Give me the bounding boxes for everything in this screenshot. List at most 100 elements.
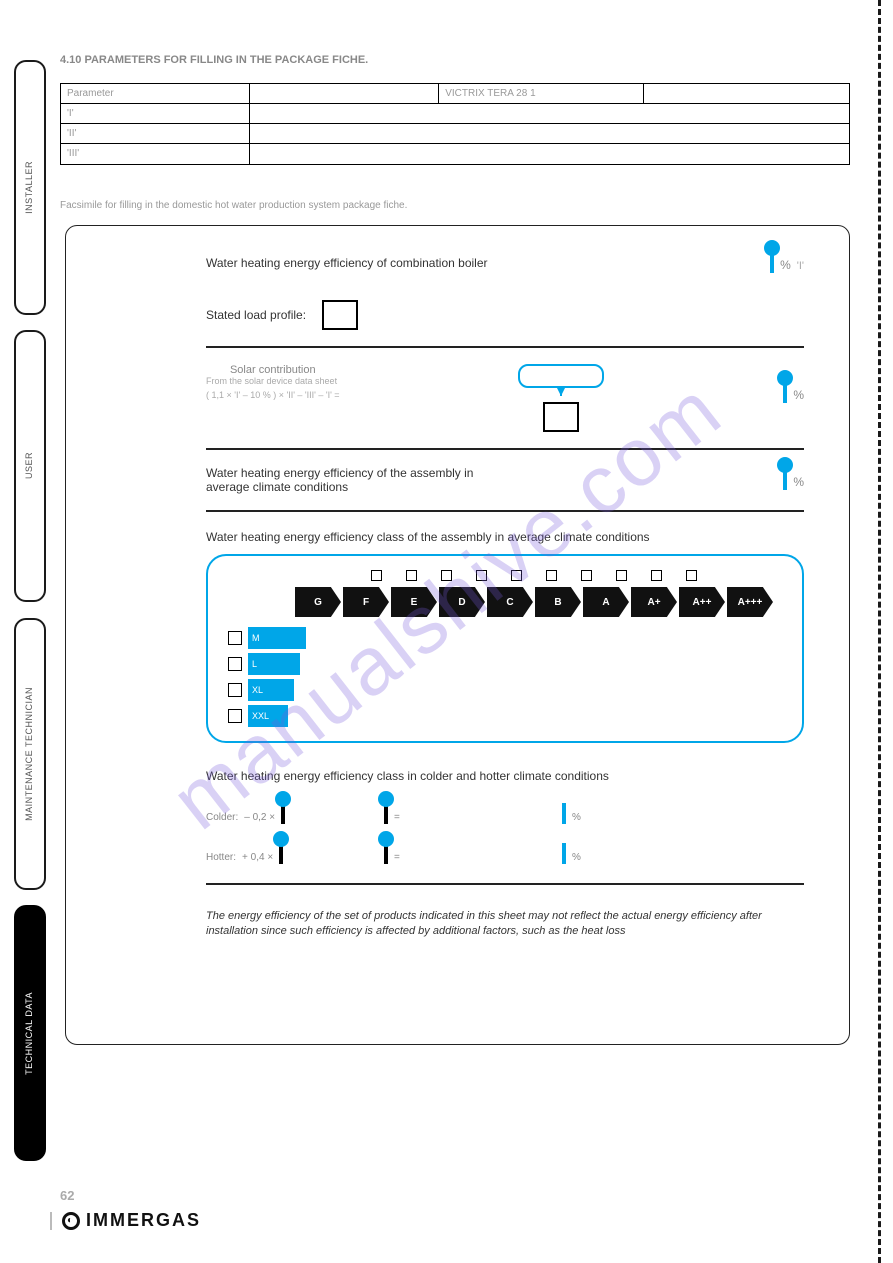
category-bar: XL [248, 679, 294, 701]
category-row: L [228, 653, 782, 675]
class-arrow: B [535, 587, 581, 617]
checkbox[interactable] [228, 631, 242, 645]
unit-label: % [793, 388, 804, 402]
side-tab-technical-data: TECHNICAL DATA [14, 905, 46, 1161]
tap-icon [770, 254, 774, 272]
class-arrow: F [343, 587, 389, 617]
class-checkbox-row [228, 570, 782, 581]
checkbox[interactable] [441, 570, 452, 581]
category-row: M [228, 627, 782, 649]
class-arrow: A+ [631, 587, 677, 617]
class-arrow: A++ [679, 587, 725, 617]
checkbox[interactable] [228, 709, 242, 723]
checkbox[interactable] [511, 570, 522, 581]
class-arrow-row: G F E D C B A A+ A++ A+++ [228, 587, 782, 617]
disclaimer: The energy efficiency of the set of prod… [206, 909, 804, 940]
category-rows: M L XL XXL [228, 627, 782, 727]
efficiency-class-box: G F E D C B A A+ A++ A+++ M L XL XXL [206, 554, 804, 743]
climate-cell-colder-result: % [562, 805, 642, 823]
side-tab-label: USER [24, 452, 36, 479]
class-arrow: A+++ [727, 587, 773, 617]
divider [206, 883, 804, 885]
divider [206, 346, 804, 348]
solar-value-box[interactable] [543, 402, 579, 432]
category-row: XXL [228, 705, 782, 727]
table-row: 'III' [61, 144, 849, 164]
section-heading: 4.10 PARAMETERS FOR FILLING IN THE PACKA… [60, 54, 850, 66]
table-cell [644, 84, 849, 103]
logo-icon: ◐ [62, 1212, 80, 1230]
unit-label: % [572, 812, 581, 823]
table-cell: 'III' [61, 144, 250, 164]
efficiency-label: Water heating energy efficiency of combi… [206, 256, 488, 270]
table-cell: 'I' [61, 104, 250, 123]
assembly-eff-label: Water heating energy efficiency of the a… [206, 466, 473, 480]
class-heading: Water heating energy efficiency class of… [206, 530, 804, 544]
climate-grid: Colder: – 0,2 × = % Hotter: + 0,4 × = % [206, 805, 804, 863]
table-cell [250, 84, 439, 103]
colder-formula: – 0,2 × [244, 812, 275, 823]
climate-cell-colder-2: = [384, 805, 534, 823]
checkbox[interactable] [371, 570, 382, 581]
solar-formula: ( 1,1 × 'I' – 10 % ) × 'II' – 'III' – 'I… [206, 390, 340, 400]
climate-cell-hotter-1: Hotter: + 0,4 × [206, 845, 356, 863]
facsimile-note: Facsimile for filling in the domestic ho… [60, 200, 407, 211]
assembly-eff-cond: average climate conditions [206, 480, 473, 494]
checkbox[interactable] [546, 570, 557, 581]
hotter-formula: + 0,4 × [242, 852, 273, 863]
table-cell: VICTRIX TERA 28 1 [439, 84, 644, 103]
checkbox[interactable] [581, 570, 592, 581]
side-tab-label: MAINTENANCE TECHNICIAN [24, 687, 36, 821]
table-cell [250, 144, 849, 164]
solar-input-box[interactable] [518, 364, 604, 388]
divider [206, 510, 804, 512]
checkbox[interactable] [228, 657, 242, 671]
table-cell [250, 104, 849, 123]
unit-label: % [572, 852, 581, 863]
solar-from: From the solar device data sheet [206, 376, 340, 386]
tap-icon [384, 845, 388, 863]
class-arrow: G [295, 587, 341, 617]
category-bar: L [248, 653, 300, 675]
class-arrow: E [391, 587, 437, 617]
checkbox[interactable] [228, 683, 242, 697]
side-tab-label: INSTALLER [24, 161, 36, 214]
brand-name: IMMERGAS [86, 1210, 201, 1231]
table-cell: Parameter [61, 84, 250, 103]
footer: ◐ IMMERGAS [50, 1210, 201, 1231]
page-number: 62 [60, 1188, 74, 1203]
result-box[interactable] [562, 805, 566, 823]
table-cell: 'II' [61, 124, 250, 143]
category-row: XL [228, 679, 782, 701]
result-box[interactable] [562, 845, 566, 863]
tap-icon [279, 845, 283, 863]
category-bar: M [248, 627, 306, 649]
tap-icon [281, 805, 285, 823]
side-tab-maintenance: MAINTENANCE TECHNICIAN [14, 618, 46, 890]
table-cell [250, 124, 849, 143]
load-profile-box[interactable] [322, 300, 358, 330]
checkbox[interactable] [686, 570, 697, 581]
hotter-label: Hotter: [206, 852, 236, 863]
tap-icon [783, 471, 787, 489]
divider [206, 448, 804, 450]
load-profile-label: Stated load profile: [206, 308, 306, 322]
parameter-table: Parameter VICTRIX TERA 28 1 'I' 'II' 'II… [60, 83, 850, 165]
aux-elec-icon [783, 384, 787, 402]
side-tab-installer: INSTALLER [14, 60, 46, 315]
fiche-panel: Water heating energy efficiency of combi… [65, 225, 850, 1045]
solar-caption: Solar contribution [206, 364, 340, 376]
value-hint: 'I' [797, 260, 804, 272]
climate-heading: Water heating energy efficiency class in… [206, 769, 804, 783]
class-arrow: D [439, 587, 485, 617]
colder-label: Colder: [206, 812, 238, 823]
brand-logo: ◐ IMMERGAS [62, 1210, 201, 1231]
side-tab-label: TECHNICAL DATA [24, 992, 36, 1075]
checkbox[interactable] [651, 570, 662, 581]
checkbox[interactable] [406, 570, 417, 581]
side-tab-user: USER [14, 330, 46, 602]
checkbox[interactable] [476, 570, 487, 581]
unit-label: % [780, 258, 791, 272]
checkbox[interactable] [616, 570, 627, 581]
dashed-right-border [878, 0, 881, 1263]
